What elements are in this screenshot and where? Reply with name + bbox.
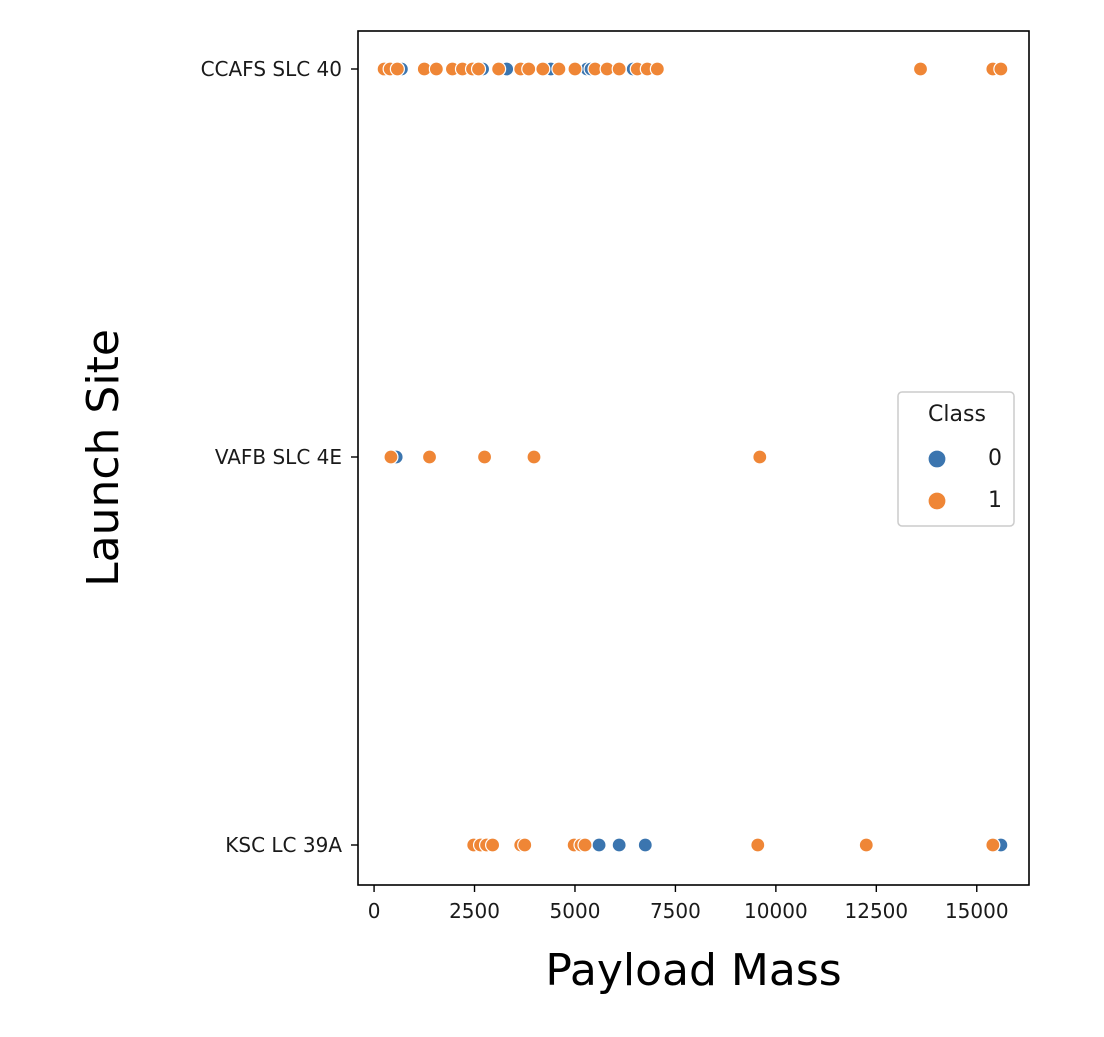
data-point-class-1 xyxy=(752,449,768,465)
data-point-class-1 xyxy=(521,61,537,77)
data-point-class-1 xyxy=(383,449,399,465)
data-point-class-1 xyxy=(470,61,487,77)
x-tick-label: 7500 xyxy=(650,899,701,923)
data-points xyxy=(376,61,1009,853)
legend-box xyxy=(897,391,1015,527)
y-tick-label: KSC LC 39A xyxy=(225,833,342,857)
x-tick-label: 0 xyxy=(368,899,381,923)
data-point-class-1 xyxy=(535,61,551,77)
data-point-class-1 xyxy=(858,837,874,853)
data-point-class-0 xyxy=(591,837,607,853)
plot-area-frame xyxy=(357,30,1030,886)
data-point-class-1 xyxy=(993,61,1009,77)
data-point-class-1 xyxy=(485,837,501,853)
x-tick-label: 2500 xyxy=(449,899,500,923)
x-axis-ticks: 0 2500 5000 7500 10000 12500 15000 xyxy=(368,885,1009,923)
legend-label-class-0: 0 xyxy=(988,446,1002,471)
data-point-class-1 xyxy=(428,61,444,77)
data-point-class-1 xyxy=(985,837,1001,853)
legend-title: Class xyxy=(928,402,986,427)
data-point-class-1 xyxy=(577,837,593,853)
y-tick-label: CCAFS SLC 40 xyxy=(201,57,342,81)
x-tick-label: 15000 xyxy=(945,899,1009,923)
y-tick-label: VAFB SLC 4E xyxy=(215,445,342,469)
data-point-class-1 xyxy=(649,61,665,77)
legend-marker-class-0 xyxy=(927,449,947,469)
legend: Class 0 1 xyxy=(897,391,1015,527)
data-point-class-1 xyxy=(517,837,533,853)
data-point-class-1 xyxy=(421,449,438,465)
data-point-class-1 xyxy=(476,449,493,465)
y-axis-title: Launch Site xyxy=(78,329,129,587)
x-tick-label: 5000 xyxy=(550,899,601,923)
data-point-class-1 xyxy=(611,61,627,77)
data-point-class-1 xyxy=(567,61,583,77)
data-point-class-1 xyxy=(491,61,507,77)
data-point-class-1 xyxy=(526,449,542,465)
data-point-class-1 xyxy=(389,61,405,77)
data-point-class-1 xyxy=(551,61,567,77)
x-axis-title: Payload Mass xyxy=(545,945,841,996)
legend-label-class-1: 1 xyxy=(988,488,1002,513)
legend-marker-class-1 xyxy=(927,491,947,511)
data-point-class-1 xyxy=(750,837,766,853)
data-point-class-1 xyxy=(912,61,929,77)
x-tick-label: 12500 xyxy=(845,899,909,923)
y-axis-ticks: CCAFS SLC 40 VAFB SLC 4E KSC LC 39A xyxy=(201,57,358,857)
data-point-class-0 xyxy=(611,837,627,853)
x-tick-label: 10000 xyxy=(744,899,808,923)
data-point-class-0 xyxy=(637,837,653,853)
